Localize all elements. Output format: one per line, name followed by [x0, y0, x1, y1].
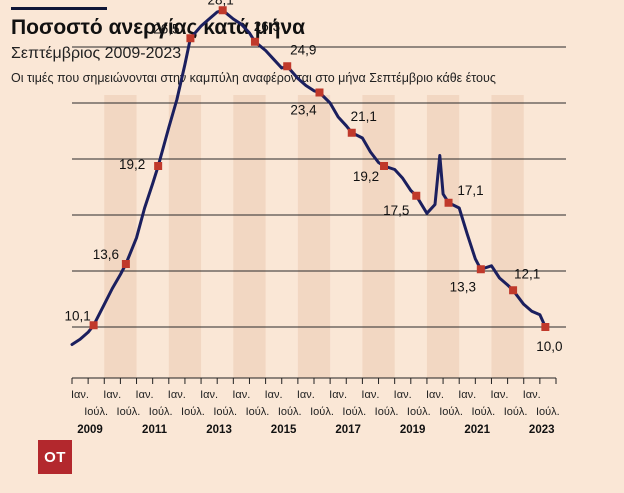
x-tick-label: Ιαν. [71, 389, 89, 401]
x-year-label: 2017 [335, 424, 361, 436]
x-tick-label: Ιούλ. [213, 406, 237, 418]
september-marker [186, 34, 194, 42]
data-label: 21,1 [351, 109, 377, 124]
year-band [298, 95, 330, 378]
september-marker [283, 62, 291, 70]
september-marker [445, 199, 453, 207]
x-tick-label: Ιούλ. [504, 406, 528, 418]
september-marker [251, 38, 259, 46]
x-tick-label: Ιαν. [361, 389, 379, 401]
year-band [104, 95, 136, 378]
x-tick-label: Ιαν. [168, 389, 186, 401]
x-tick-label: Ιούλ. [375, 406, 399, 418]
x-tick-label: Ιαν. [200, 389, 218, 401]
data-label: 12,1 [514, 266, 540, 281]
data-label: 26,3 [254, 19, 280, 34]
x-tick-label: Ιούλ. [84, 406, 108, 418]
x-tick-label: Ιούλ. [246, 406, 270, 418]
data-label: 13,6 [93, 247, 119, 262]
x-tick-label: Ιαν. [136, 389, 154, 401]
x-tick-label: Ιούλ. [149, 406, 173, 418]
september-marker [477, 265, 485, 273]
data-label: 26,5 [153, 21, 179, 36]
x-year-label: 2011 [142, 424, 168, 436]
x-tick-label: Ιαν. [329, 389, 347, 401]
september-marker [90, 321, 98, 329]
september-marker [380, 162, 388, 170]
data-label: 23,4 [290, 103, 317, 118]
data-label: 17,5 [383, 203, 409, 218]
x-year-label: 2023 [529, 424, 555, 436]
september-marker [509, 286, 517, 294]
x-tick-label: Ιούλ. [181, 406, 205, 418]
ot-logo: OT [38, 440, 72, 474]
x-tick-label: Ιούλ. [117, 406, 141, 418]
x-year-label: 2015 [271, 424, 297, 436]
x-tick-label: Ιαν. [458, 389, 476, 401]
x-year-label: 2019 [400, 424, 426, 436]
september-marker [122, 260, 130, 268]
x-tick-label: Ιαν. [103, 389, 121, 401]
september-marker [219, 6, 227, 14]
x-tick-label: Ιαν. [523, 389, 541, 401]
september-marker [541, 323, 549, 331]
data-label: 10,0 [536, 339, 562, 354]
x-tick-label: Ιαν. [490, 389, 508, 401]
x-tick-label: Ιαν. [394, 389, 412, 401]
x-tick-label: Ιούλ. [278, 406, 302, 418]
september-marker [412, 192, 420, 200]
september-marker [154, 162, 162, 170]
data-label: 28,1 [208, 0, 234, 7]
x-tick-label: Ιαν. [232, 389, 250, 401]
data-label: 24,9 [290, 42, 316, 57]
data-label: 17,1 [457, 183, 483, 198]
x-year-label: 2009 [77, 424, 103, 436]
data-label: 13,3 [450, 279, 476, 294]
year-band [233, 95, 265, 378]
x-tick-label: Ιούλ. [342, 406, 366, 418]
september-marker [348, 129, 356, 137]
x-tick-label: Ιούλ. [471, 406, 495, 418]
data-label: 10,1 [64, 308, 90, 323]
x-tick-label: Ιούλ. [536, 406, 560, 418]
year-band [491, 95, 523, 378]
x-tick-label: Ιαν. [426, 389, 444, 401]
year-band [427, 95, 459, 378]
data-label: 19,2 [119, 157, 145, 172]
data-label: 19,2 [353, 169, 379, 184]
year-band [169, 95, 201, 378]
x-tick-label: Ιούλ. [310, 406, 334, 418]
x-tick-label: Ιούλ. [439, 406, 463, 418]
x-year-label: 2013 [206, 424, 232, 436]
x-year-label: 2021 [464, 424, 490, 436]
x-tick-label: Ιαν. [297, 389, 315, 401]
september-marker [315, 89, 323, 97]
year-band [362, 95, 394, 378]
x-tick-label: Ιούλ. [407, 406, 431, 418]
x-tick-label: Ιαν. [265, 389, 283, 401]
